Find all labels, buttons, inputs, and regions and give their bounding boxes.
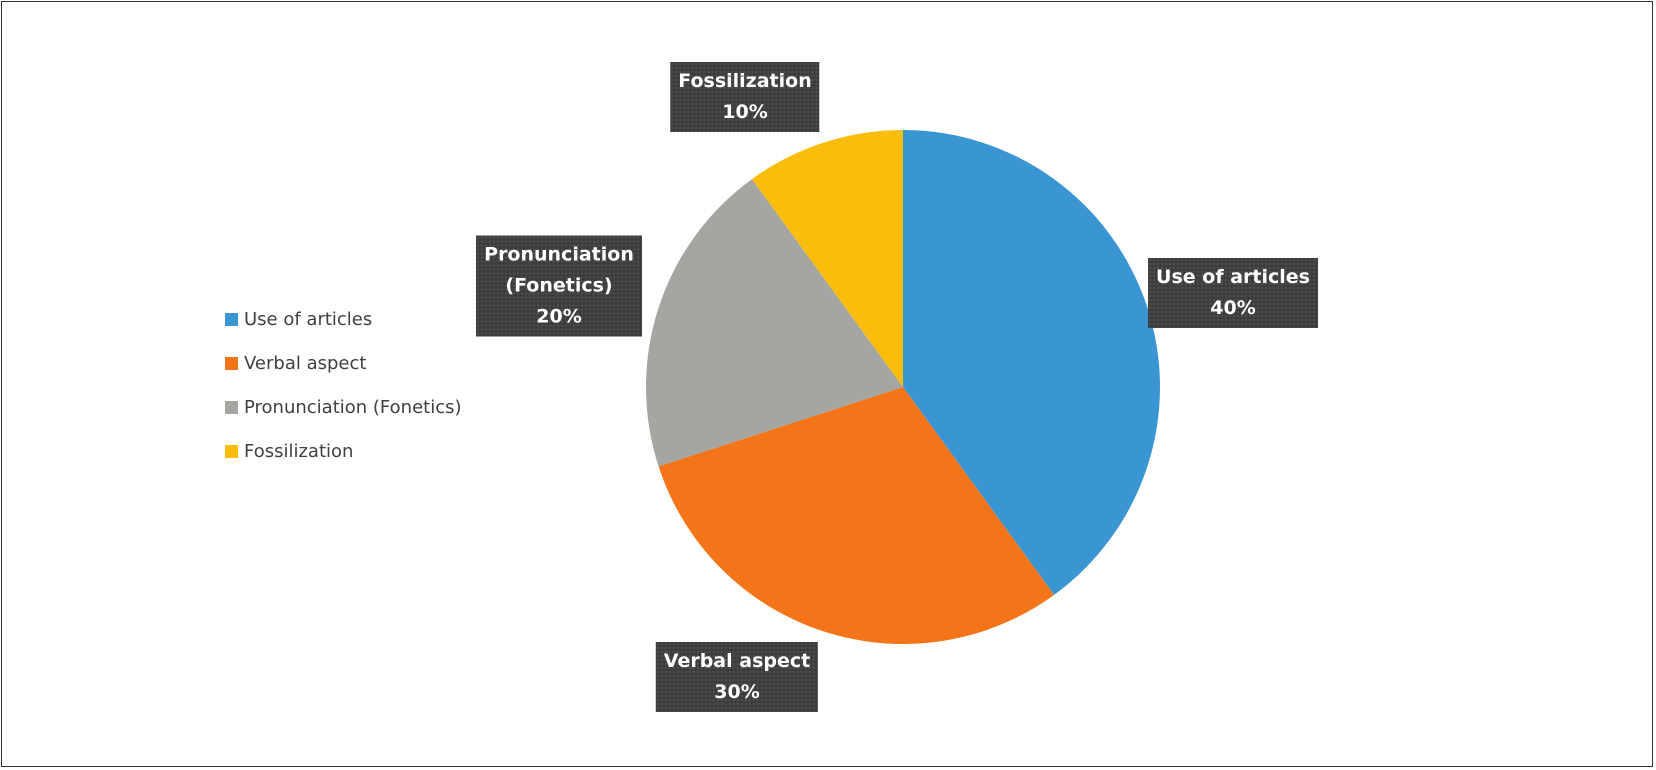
data-label: Fossilization 10% bbox=[670, 62, 820, 132]
data-label: Use of articles 40% bbox=[1148, 258, 1318, 328]
legend-label: Verbal aspect bbox=[244, 353, 367, 374]
data-label-category: Use of articles bbox=[1156, 266, 1310, 288]
pie-slice bbox=[658, 387, 1055, 644]
data-label: Pronunciation (Fonetics) 20% bbox=[476, 235, 642, 337]
legend-swatch bbox=[225, 313, 238, 326]
legend-label: Pronunciation (Fonetics) bbox=[244, 397, 462, 418]
data-label-value: 40% bbox=[1210, 297, 1256, 319]
pie-slice bbox=[646, 179, 903, 467]
data-label-value: 30% bbox=[714, 681, 760, 703]
legend-label: Fossilization bbox=[244, 441, 354, 462]
legend-item: Pronunciation (Fonetics) bbox=[225, 397, 462, 418]
data-label: Verbal aspect 30% bbox=[655, 642, 819, 712]
legend-swatch bbox=[225, 401, 238, 414]
data-label-category: Pronunciation (Fonetics) bbox=[484, 243, 634, 297]
pie-slice bbox=[751, 130, 903, 387]
legend-item: Use of articles bbox=[225, 309, 372, 330]
data-label-category: Fossilization bbox=[678, 70, 812, 92]
data-label-value: 20% bbox=[536, 305, 582, 328]
legend-item: Verbal aspect bbox=[225, 353, 366, 374]
data-label-category: Verbal aspect bbox=[663, 650, 811, 672]
legend-swatch bbox=[225, 357, 238, 370]
pie-slice bbox=[903, 130, 1160, 595]
legend-item: Fossilization bbox=[225, 441, 353, 462]
legend-swatch bbox=[225, 445, 238, 458]
legend-label: Use of articles bbox=[244, 309, 373, 330]
data-label-value: 10% bbox=[722, 101, 768, 123]
